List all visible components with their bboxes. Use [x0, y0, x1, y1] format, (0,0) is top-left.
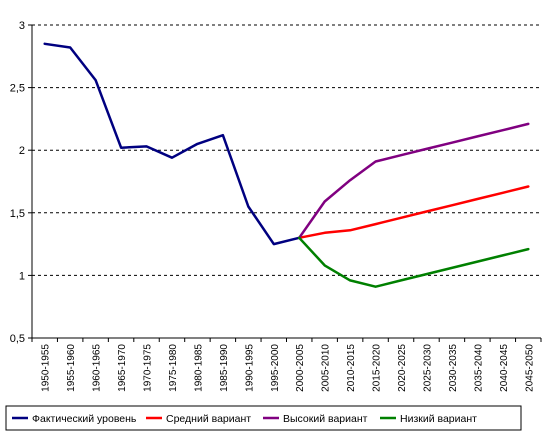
y-tick-label: 3 — [19, 20, 25, 32]
y-tick-label: 0,5 — [10, 333, 25, 345]
x-tick-label: 2000-2005 — [295, 344, 306, 392]
x-tick-label: 1980-1985 — [193, 344, 204, 392]
x-tick-label: 1970-1975 — [143, 344, 154, 392]
y-tick-label: 1 — [19, 270, 25, 282]
x-tick-label: 1960-1965 — [92, 344, 103, 392]
series-line-1 — [297, 185, 530, 240]
x-tick-label: 2005-2010 — [321, 344, 332, 392]
axes — [28, 24, 542, 342]
legend-label: Низкий вариант — [400, 413, 477, 425]
x-tick-label: 2015-2020 — [372, 344, 383, 392]
legend: Фактический уровень Средний вариант Высоки… — [5, 405, 522, 431]
x-tick-label: 2035-2040 — [473, 344, 484, 392]
x-tick-label: 1985-1990 — [219, 344, 230, 392]
y-tick-labels: 0,5 1 1,5 2 2,5 3 — [10, 20, 25, 345]
series-line-3 — [297, 236, 530, 288]
x-tick-label: 1965-1970 — [117, 344, 128, 392]
x-tick-label: 2010-2015 — [346, 344, 357, 392]
x-tick-labels: 1950-1955 1955-1960 1960-1965 1965-1970 1970… — [41, 344, 536, 392]
x-tick-label: 1955-1960 — [66, 344, 77, 392]
series-line-2 — [297, 122, 530, 240]
y-tick-label: 1,5 — [10, 208, 25, 220]
x-tick-label: 1975-1980 — [168, 344, 179, 392]
x-tick-label: 2030-2035 — [448, 344, 459, 392]
x-tick-label: 1950-1955 — [41, 344, 52, 392]
x-tick-label: 1990-1995 — [244, 344, 255, 392]
legend-label: Фактический уровень — [32, 413, 137, 425]
y-tick-label: 2 — [19, 145, 25, 157]
y-tick-label: 2,5 — [10, 83, 25, 95]
x-tick-label: 2020-2025 — [397, 344, 408, 392]
x-tick-label: 2045-2050 — [524, 344, 535, 392]
legend-label: Высокий вариант — [283, 413, 368, 425]
x-tick-label: 2025-2030 — [422, 344, 433, 392]
x-tick-label: 2040-2045 — [499, 344, 510, 392]
legend-label: Средний вариант — [166, 413, 251, 425]
gridlines — [32, 24, 541, 276]
x-tick-label: 1995-2000 — [270, 344, 281, 392]
series-lines — [43, 42, 530, 288]
series-line-0 — [43, 42, 301, 246]
